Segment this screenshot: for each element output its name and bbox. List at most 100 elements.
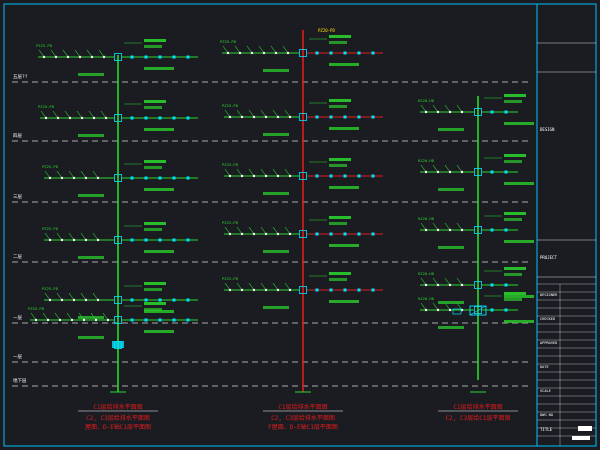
fixture-node [424, 170, 428, 174]
title-block-project: PROJECT [540, 255, 557, 260]
valve [315, 115, 319, 119]
valve [172, 176, 176, 180]
annotation-text [144, 250, 174, 253]
fixture-node [96, 238, 100, 242]
annotation-text [78, 316, 104, 319]
caption-line-2: C2, C3层给C1层平面图 [446, 414, 511, 422]
valve [158, 55, 162, 59]
fixture-node [92, 116, 96, 120]
equipment-diagonal [469, 305, 487, 316]
fixture-node [424, 308, 428, 312]
fixture-node [60, 298, 64, 302]
valve [130, 176, 134, 180]
valve [158, 318, 162, 322]
fixture-stub [224, 168, 231, 177]
title-block-title: TITLE [540, 427, 553, 432]
title-block-label: SCALE [540, 389, 551, 393]
annotation-text [504, 160, 522, 163]
annotation-text [329, 186, 359, 189]
valve [315, 232, 319, 236]
valve [144, 176, 148, 180]
fixture-stub [272, 226, 279, 235]
annotation-text [78, 194, 104, 197]
valve [504, 170, 508, 174]
fixture-stub [420, 164, 427, 173]
annotation-text [78, 73, 104, 76]
fixture-label: PZ25-PD [36, 43, 53, 48]
valve [172, 116, 176, 120]
annotation-text [263, 306, 289, 309]
fixture-node [460, 283, 464, 287]
fixture-stub [42, 312, 49, 321]
valve [329, 51, 333, 55]
fixture-label: PZ25-PD [38, 104, 55, 109]
floor-label: 一层 [13, 354, 22, 360]
fixture-node [252, 174, 256, 178]
fixture-stub [44, 232, 51, 241]
valve [343, 51, 347, 55]
annotation-text [144, 302, 166, 305]
annotation-text [504, 292, 526, 295]
junction-box [474, 281, 482, 289]
fixture-node [96, 298, 100, 302]
valve [186, 298, 190, 302]
fixture-node [240, 174, 244, 178]
valve [504, 110, 508, 114]
annotation-text [504, 267, 526, 270]
fixture-stub [236, 282, 243, 291]
junction-box [474, 168, 482, 176]
fixture-node [274, 51, 278, 55]
fixture-node [460, 228, 464, 232]
valve [315, 51, 319, 55]
fixture-label: PZ25-PD [222, 220, 239, 225]
junction-box [114, 236, 122, 244]
annotation-text [504, 212, 526, 215]
fixture-stub [444, 277, 451, 286]
annotation-text [329, 272, 351, 275]
fixture-node [84, 176, 88, 180]
title-block-design: DESIGN [540, 127, 555, 132]
fixture-stub [68, 232, 75, 241]
equipment-box [469, 305, 487, 316]
annotation-text [144, 166, 162, 169]
valve [371, 115, 375, 119]
annotation-text [504, 122, 534, 125]
fixture-node [72, 298, 76, 302]
valve [172, 318, 176, 322]
fixture-stub [420, 277, 427, 286]
annotation-text [438, 246, 464, 249]
floor-label: 四层 [13, 133, 22, 139]
valve [158, 298, 162, 302]
annotation-text [263, 133, 289, 136]
floor-label: 一层 [13, 315, 22, 321]
fixture-stub [432, 302, 439, 311]
fixture-node [264, 232, 268, 236]
floor-label: 五层?? [13, 74, 28, 80]
annotation-text [329, 244, 359, 247]
valve [371, 232, 375, 236]
valve [130, 298, 134, 302]
fixture-node [276, 174, 280, 178]
fixture-stub [420, 222, 427, 231]
fixture-stub [56, 232, 63, 241]
fixture-stub [98, 49, 105, 58]
valve [329, 174, 333, 178]
fixture-label: PZ25-PD [42, 226, 59, 231]
fixture-node [54, 55, 58, 59]
fixture-node [228, 232, 232, 236]
annotation-text [144, 39, 166, 42]
top-tag: PZ20-PD [318, 28, 335, 33]
fixture-stub [420, 302, 427, 311]
fixture-stub [100, 110, 107, 119]
fixture-node [228, 174, 232, 178]
fixture-stub [456, 104, 463, 113]
title-block-label: DESIGNER [540, 293, 558, 297]
annotation-text [329, 222, 347, 225]
valve [186, 55, 190, 59]
caption-line-3: F屋面、D-E轴C1层平面图 [268, 423, 338, 431]
fixture-node [44, 116, 48, 120]
annotation-text [504, 298, 522, 301]
valve [504, 228, 508, 232]
fixture-stub [92, 292, 99, 301]
fixture-node [276, 115, 280, 119]
